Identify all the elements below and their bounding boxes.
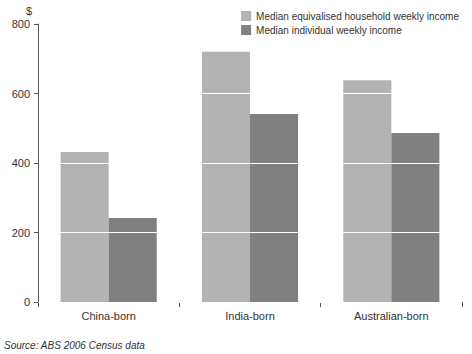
svg-text:800: 800 — [12, 18, 30, 30]
svg-text:$: $ — [26, 5, 32, 17]
svg-text:Median equivalised household w: Median equivalised household weekly inco… — [256, 11, 459, 22]
svg-text:Median individual weekly incom: Median individual weekly income — [256, 25, 402, 36]
svg-text:0: 0 — [24, 296, 30, 308]
svg-text:Australian-born: Australian-born — [354, 310, 429, 322]
svg-text:Source: ABS 2006 Census data: Source: ABS 2006 Census data — [4, 340, 145, 351]
svg-text:400: 400 — [12, 157, 30, 169]
svg-text:200: 200 — [12, 227, 30, 239]
svg-text:600: 600 — [12, 88, 30, 100]
svg-text:China-born: China-born — [81, 310, 135, 322]
svg-text:India-born: India-born — [225, 310, 275, 322]
